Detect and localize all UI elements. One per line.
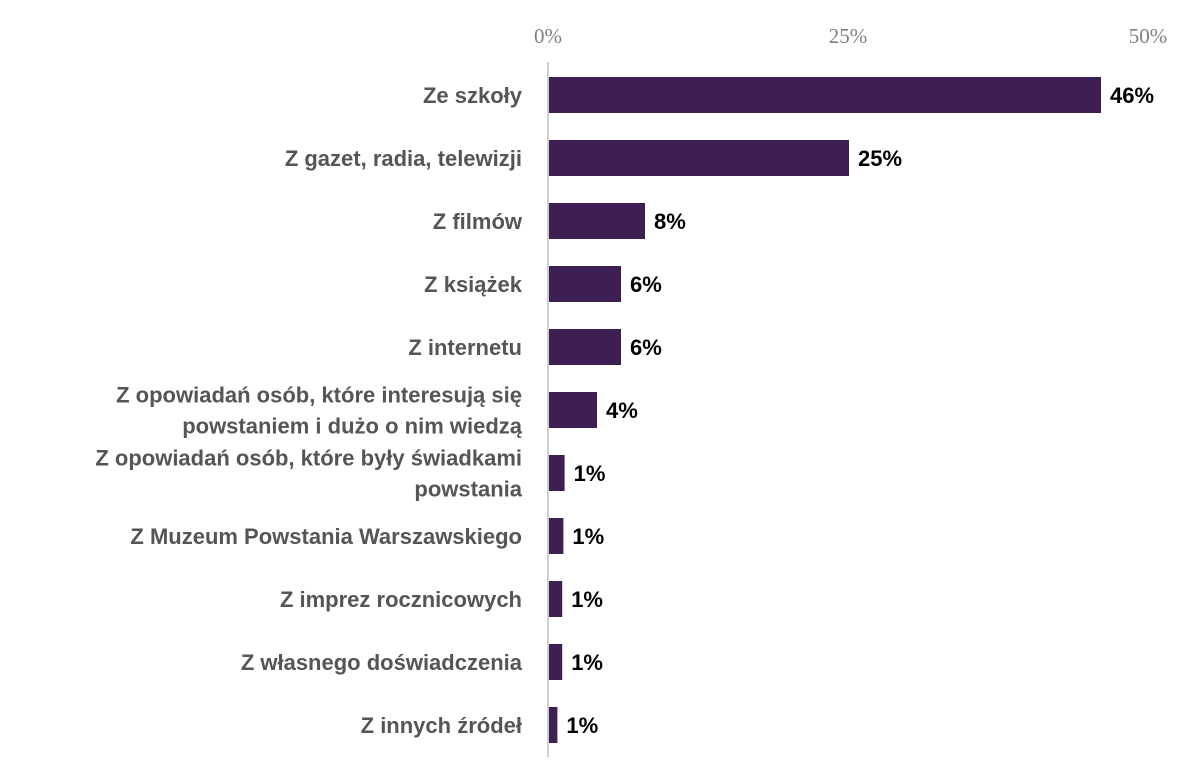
category-label: Z opowiadań osób, które były świadkami	[95, 446, 522, 471]
bar	[549, 329, 621, 365]
value-label: 8%	[654, 209, 686, 234]
bar	[549, 707, 558, 743]
category-label: Z Muzeum Powstania Warszawskiego	[130, 524, 522, 549]
x-axis-ticks: 0% 25% 50%	[534, 24, 1167, 48]
category-label: Z własnego doświadczenia	[241, 650, 523, 675]
category-label: Z książek	[424, 272, 523, 297]
category-label: Z gazet, radia, telewizji	[285, 146, 522, 171]
bars	[549, 77, 1101, 743]
category-label: Z innych źródeł	[361, 713, 522, 738]
value-label: 1%	[574, 461, 606, 486]
bar	[549, 140, 849, 176]
category-label: Ze szkoły	[423, 83, 523, 108]
category-label: powstaniem i dużo o nim wiedzą	[182, 414, 523, 439]
value-label: 25%	[858, 146, 902, 171]
value-label: 6%	[630, 335, 662, 360]
value-label: 1%	[571, 587, 603, 612]
value-labels: 46% 25% 8% 6% 6% 4% 1% 1% 1% 1% 1%	[566, 83, 1154, 738]
x-tick-label: 25%	[829, 24, 868, 48]
bar	[549, 455, 565, 491]
value-label: 1%	[571, 650, 603, 675]
x-tick-label: 50%	[1129, 24, 1168, 48]
bar	[549, 203, 645, 239]
bar	[549, 77, 1101, 113]
category-label: Z opowiadań osób, które interesują się	[116, 383, 522, 408]
bar	[549, 518, 564, 554]
category-label: Z imprez rocznicowych	[280, 587, 522, 612]
bar	[549, 581, 563, 617]
value-label: 1%	[572, 524, 604, 549]
category-label: Z filmów	[433, 209, 523, 234]
value-label: 1%	[566, 713, 598, 738]
bar	[549, 392, 597, 428]
category-label: Z internetu	[408, 335, 522, 360]
category-labels: Ze szkoły Z gazet, radia, telewizji Z film…	[95, 83, 523, 738]
value-label: 6%	[630, 272, 662, 297]
category-label: powstania	[414, 477, 522, 502]
bar	[549, 266, 621, 302]
x-tick-label: 0%	[534, 24, 562, 48]
value-label: 46%	[1110, 83, 1154, 108]
bar	[549, 644, 563, 680]
value-label: 4%	[606, 398, 638, 423]
